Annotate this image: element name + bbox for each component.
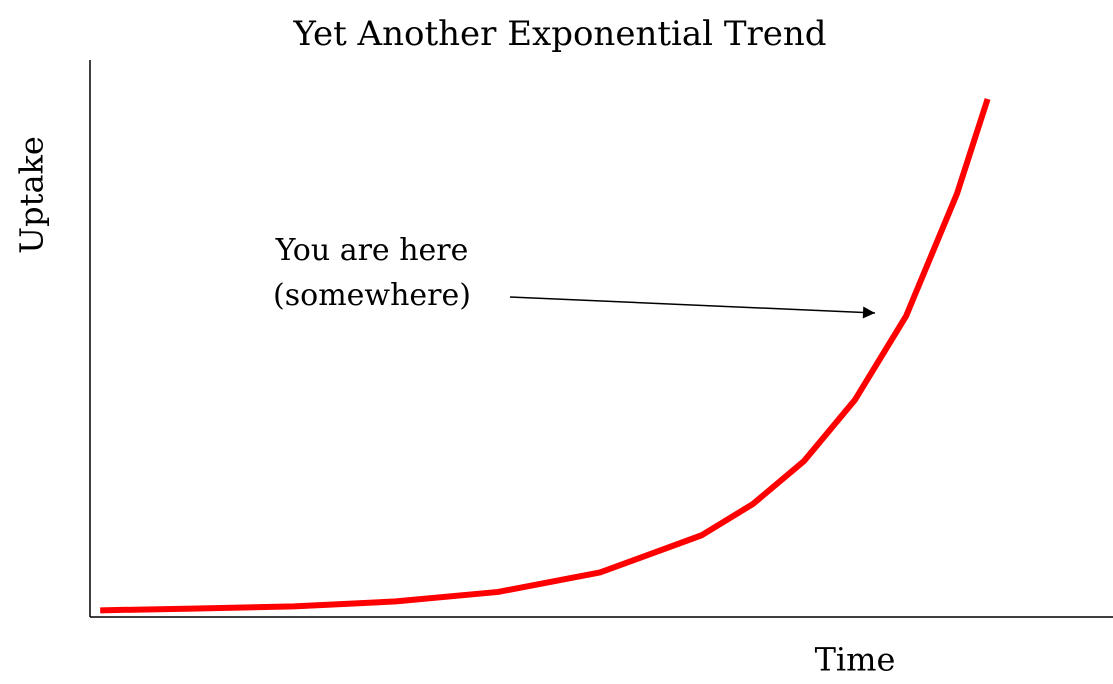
chart-title: Yet Another Exponential Trend	[292, 14, 826, 54]
x-axis-label: Time	[815, 641, 896, 679]
y-axis-label: Uptake	[13, 136, 51, 254]
annotation-line: You are here	[275, 233, 469, 268]
annotation-line: (somewhere)	[273, 278, 471, 313]
annotation-arrow	[509, 296, 876, 319]
trend-line	[100, 98, 991, 614]
